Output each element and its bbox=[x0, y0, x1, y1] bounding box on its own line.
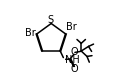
Text: S: S bbox=[48, 15, 54, 25]
Text: NH: NH bbox=[65, 55, 79, 65]
Text: Br: Br bbox=[25, 28, 36, 38]
Text: O: O bbox=[71, 64, 78, 74]
Text: Br: Br bbox=[66, 22, 77, 32]
Text: O: O bbox=[71, 47, 79, 57]
